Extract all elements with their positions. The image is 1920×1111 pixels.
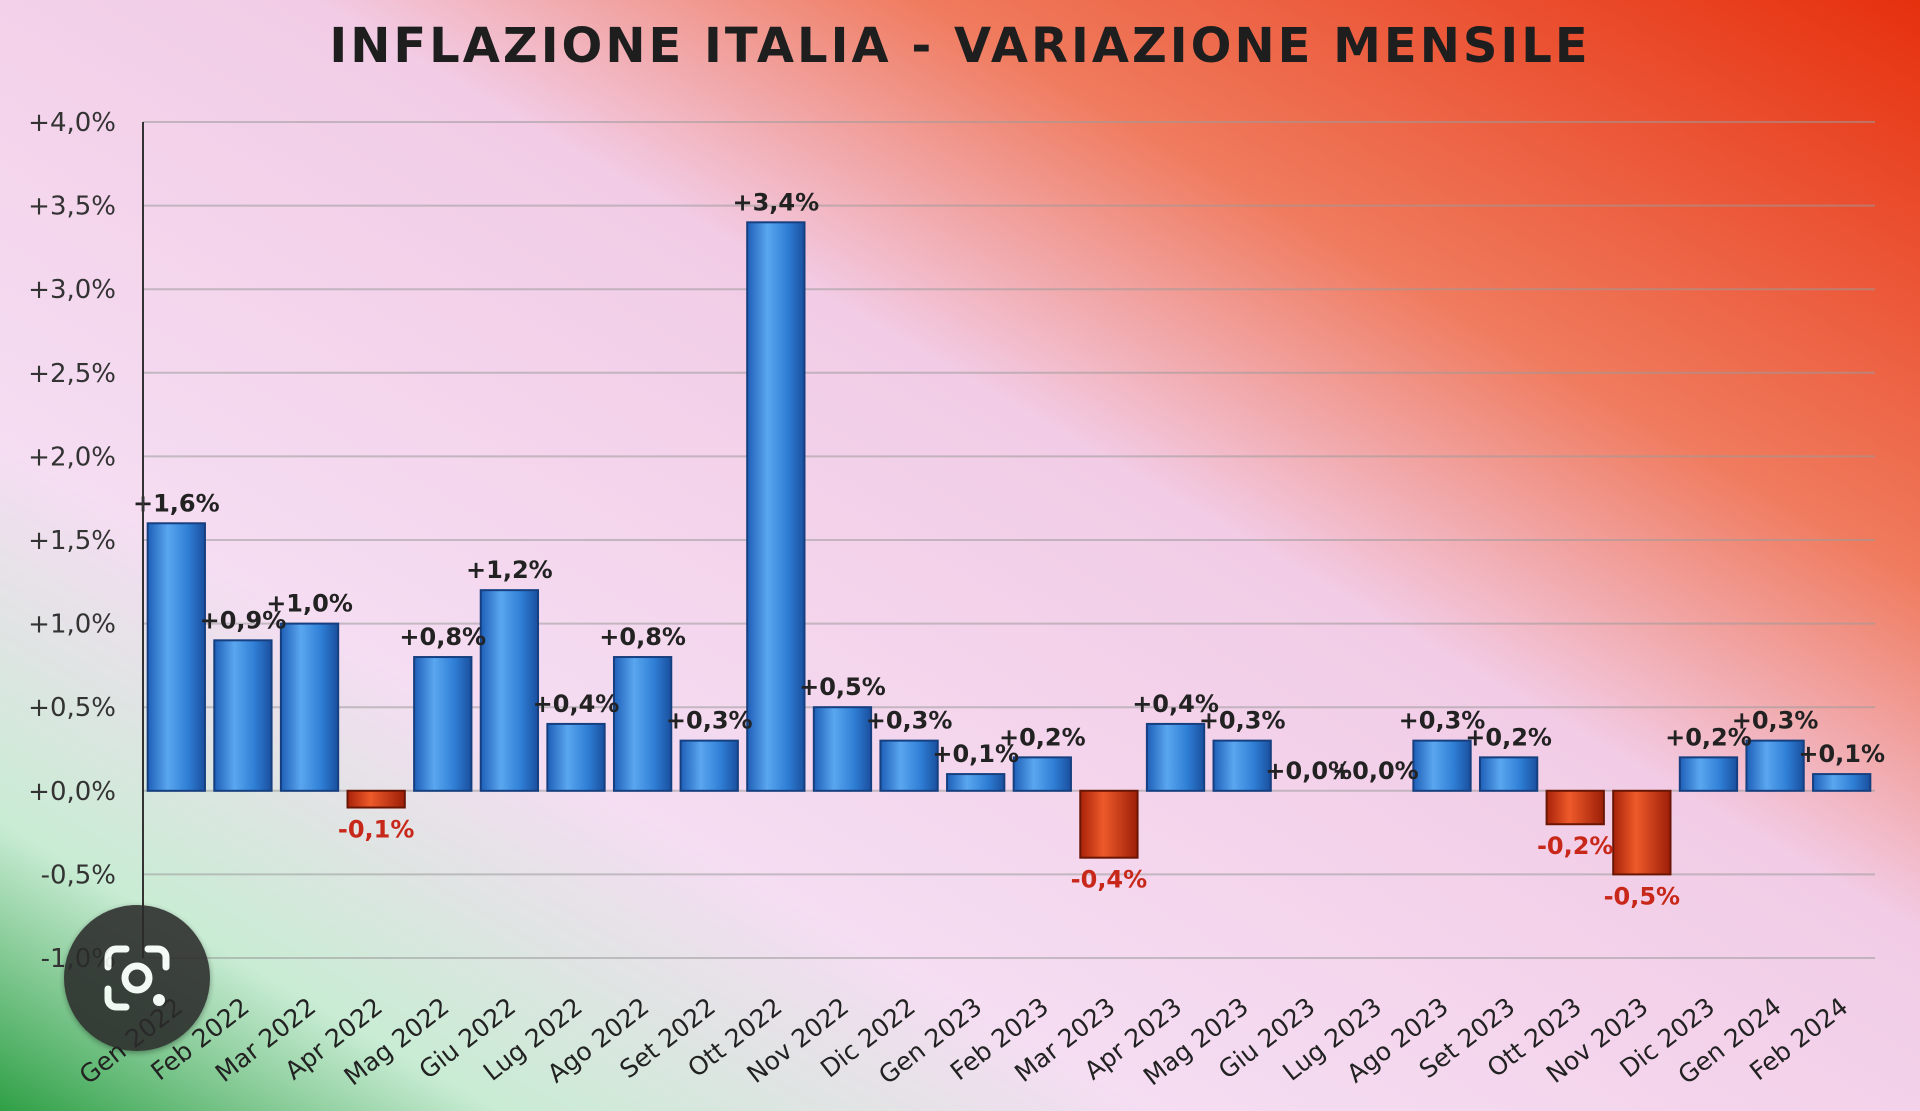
data-label: +0,3% (666, 707, 753, 735)
y-tick-label: +3,5% (28, 192, 116, 222)
data-label: +3,4% (733, 188, 820, 216)
bars (146, 221, 1872, 876)
bar (946, 773, 1006, 792)
bar (1745, 739, 1805, 792)
y-tick-label: +1,0% (28, 610, 116, 640)
y-tick-label: +4,0% (28, 108, 116, 138)
bar (1612, 789, 1672, 876)
data-label: -0,4% (1071, 866, 1148, 894)
data-label: +0,3% (1732, 707, 1819, 735)
data-label: +0,1% (932, 740, 1019, 768)
chart-title: INFLAZIONE ITALIA - VARIAZIONE MENSILE (329, 18, 1590, 74)
bar (279, 622, 340, 792)
bar (1145, 722, 1206, 792)
bar (879, 739, 939, 792)
bar (146, 522, 206, 792)
bar (1012, 756, 1072, 792)
data-labels: +1,6% +0,9%+1,0% -0,1% +0,8% +1,2% +0,4% +0,8%… (133, 188, 1885, 910)
google-lens-button[interactable] (64, 905, 210, 1051)
y-tick-label: +3,0% (28, 275, 116, 305)
y-tick-label: +0,0% (28, 777, 116, 807)
google-lens-icon (104, 945, 170, 1011)
bar (679, 739, 739, 792)
data-label: +0,8% (399, 623, 486, 651)
data-label: +0,3% (1399, 707, 1486, 735)
bar (746, 221, 806, 792)
data-label: +1,0% (266, 590, 353, 618)
bar (1079, 789, 1139, 859)
data-label: +0,5% (799, 673, 886, 701)
bar (612, 656, 673, 792)
bar (346, 789, 406, 809)
y-tick-label: +0,5% (28, 693, 116, 723)
data-label: +0,3% (866, 707, 953, 735)
data-label: +0,2% (999, 723, 1086, 751)
bar (413, 656, 473, 792)
bar (1212, 739, 1272, 792)
data-label: +0,2% (1465, 723, 1552, 751)
bar (546, 722, 606, 792)
data-label: +0,4% (533, 690, 620, 718)
bar (1678, 756, 1739, 792)
data-label: +0,3% (1199, 707, 1286, 735)
y-tick-label: -0,5% (41, 860, 116, 890)
bar (479, 589, 540, 792)
y-tick-label: +2,5% (28, 359, 116, 389)
bar (1412, 739, 1472, 792)
y-tick-label: +1,5% (28, 526, 116, 556)
data-label: +1,2% (466, 556, 553, 584)
data-label: -0,2% (1537, 832, 1614, 860)
y-tick-label: +2,0% (28, 442, 116, 472)
data-label: +0,4% (1132, 690, 1219, 718)
bar (812, 706, 873, 792)
data-label: +0,9% (200, 606, 287, 634)
bar (213, 639, 273, 792)
bar (1812, 773, 1872, 792)
data-label: +0,8% (599, 623, 686, 651)
data-label: -0,1% (338, 816, 415, 844)
data-label: +0,1% (1798, 740, 1885, 768)
data-label: +1,6% (133, 489, 220, 517)
bar (1545, 789, 1605, 826)
bar (1478, 756, 1539, 792)
data-label: -0,5% (1604, 882, 1681, 910)
data-label: +0,2% (1665, 723, 1752, 751)
data-label: +0,0% (1332, 757, 1419, 785)
data-label: +0,0% (1265, 757, 1352, 785)
